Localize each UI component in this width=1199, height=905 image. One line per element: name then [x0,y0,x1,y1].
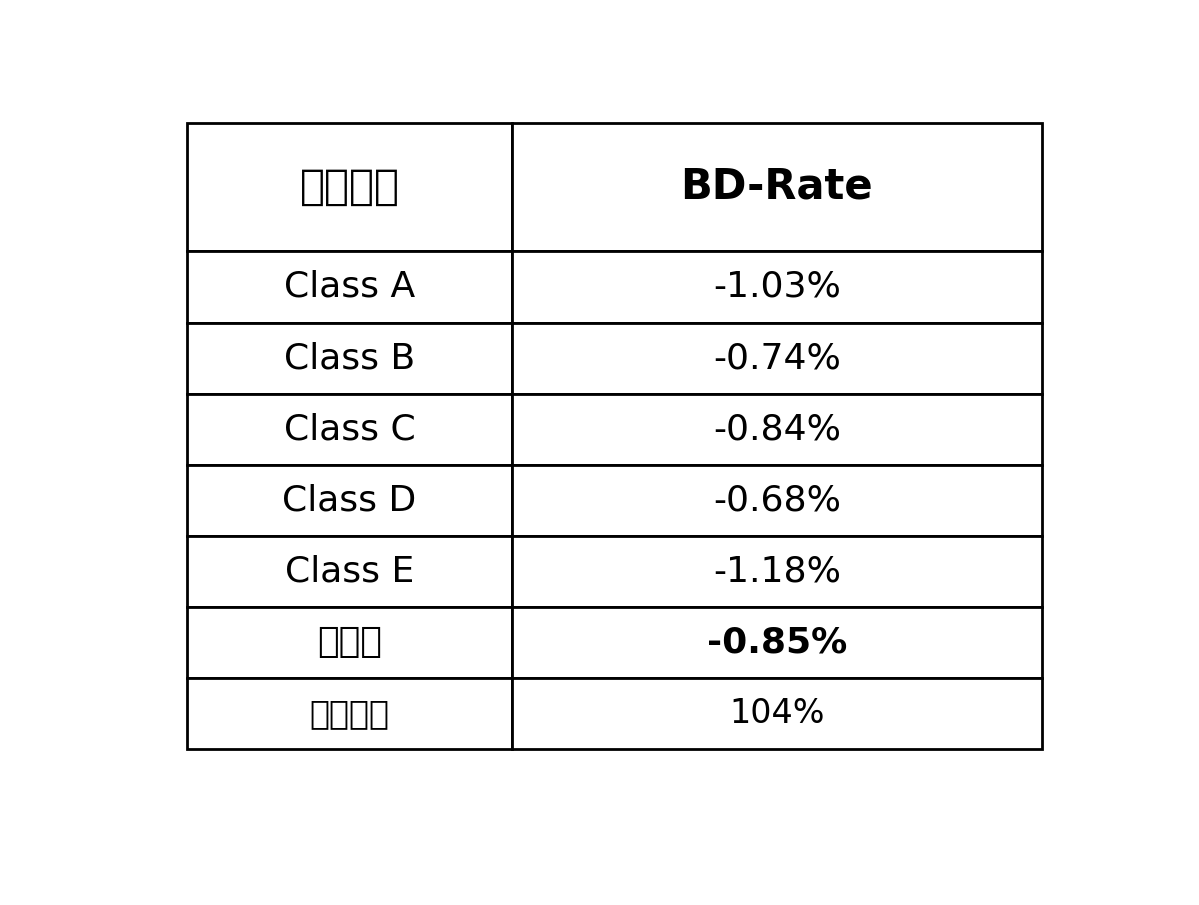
Text: -0.84%: -0.84% [713,412,840,446]
Text: -1.18%: -1.18% [713,554,840,588]
Bar [187,607,512,678]
Text: BD-Rate: BD-Rate [681,166,873,208]
Bar [187,536,512,607]
Bar [187,322,512,394]
Text: 平均值: 平均值 [317,625,382,660]
Text: -0.85%: -0.85% [706,625,846,660]
Bar [512,678,1042,749]
Text: Class D: Class D [282,483,416,518]
Text: -1.03%: -1.03% [713,270,840,304]
Text: Class B: Class B [284,341,415,375]
Bar [512,322,1042,394]
Text: Class C: Class C [284,412,415,446]
Bar [512,536,1042,607]
Bar [512,464,1042,536]
Text: 视频序列: 视频序列 [300,166,399,208]
Bar [512,394,1042,464]
Bar [512,607,1042,678]
Bar [512,122,1042,252]
Bar [187,464,512,536]
Text: -0.68%: -0.68% [713,483,840,518]
Bar [187,252,512,322]
Bar [187,122,512,252]
Bar [187,394,512,464]
Bar [512,252,1042,322]
Text: Class A: Class A [284,270,415,304]
Bar [187,678,512,749]
Text: 编码时间: 编码时间 [309,697,390,730]
Text: -0.74%: -0.74% [713,341,840,375]
Text: 104%: 104% [729,697,825,730]
Text: Class E: Class E [285,554,414,588]
